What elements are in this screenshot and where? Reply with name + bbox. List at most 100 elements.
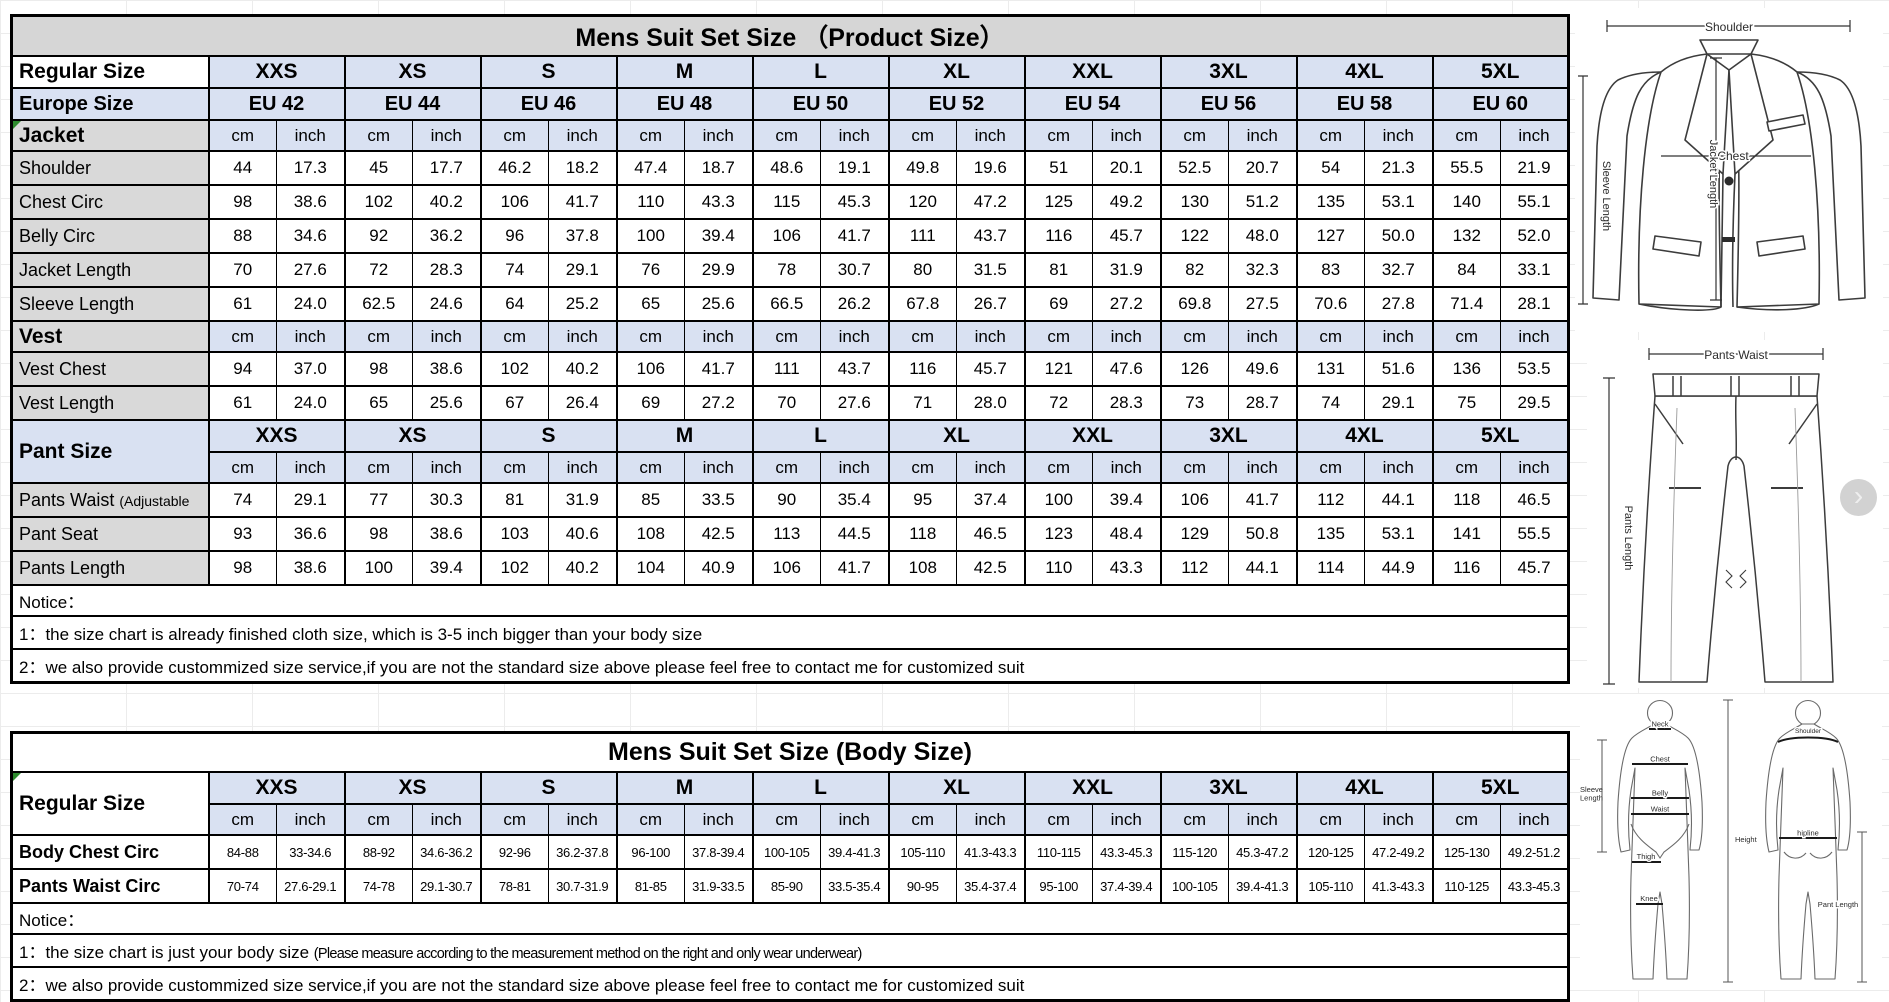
- cm-range-value: 92-96: [479, 834, 549, 870]
- cm-range-value: 85-90: [751, 868, 821, 904]
- inch-value: 26.7: [956, 286, 1025, 322]
- size-col-header: XXS: [207, 771, 345, 805]
- section-label: Vest: [11, 320, 209, 353]
- cm-value: 114: [1295, 550, 1365, 586]
- size-col-header: L: [751, 771, 889, 805]
- inch-value: 37.8: [548, 218, 617, 254]
- unit-cm-header: cm: [1023, 803, 1093, 836]
- inch-value: 33.5: [684, 482, 753, 518]
- cm-value: 108: [887, 550, 957, 586]
- cm-value: 110: [1023, 550, 1093, 586]
- inch-range-value: 36.2-37.8: [548, 834, 617, 870]
- inch-value: 38.6: [412, 351, 481, 387]
- inch-value: 25.6: [412, 385, 481, 421]
- cm-value: 111: [751, 351, 821, 387]
- cm-range-value: 84-88: [207, 834, 277, 870]
- inch-range-value: 45.3-47.2: [1228, 834, 1297, 870]
- body-waist-label: Waist: [1651, 805, 1670, 814]
- cm-value: 67: [479, 385, 549, 421]
- inch-value: 37.4: [956, 482, 1025, 518]
- unit-cm-header: cm: [479, 119, 549, 152]
- inch-value: 50.0: [1364, 218, 1433, 254]
- jacket-buttonhole: [1722, 237, 1735, 242]
- cm-value: 71: [887, 385, 957, 421]
- inch-value: 55.1: [1500, 184, 1569, 220]
- row-label: Pants Waist Circ: [11, 868, 209, 904]
- inch-range-value: 43.3-45.3: [1092, 834, 1161, 870]
- inch-value: 27.6: [276, 252, 345, 288]
- size-col-header: XL: [887, 771, 1025, 805]
- pants-knee-wrinkles: [1725, 569, 1747, 589]
- inch-value: 31.9: [1092, 252, 1161, 288]
- unit-inch-header: inch: [956, 451, 1025, 484]
- cm-value: 48.6: [751, 150, 821, 186]
- inch-value: 41.7: [1228, 482, 1297, 518]
- unit-cm-header: cm: [1431, 451, 1501, 484]
- regular-size-label: Regular Size: [11, 771, 209, 836]
- europe-size-cell: EU 50: [751, 87, 889, 121]
- inch-value: 38.6: [276, 550, 345, 586]
- pants-belt-loops: [1672, 376, 1800, 396]
- cm-value: 44: [207, 150, 277, 186]
- unit-cm-header: cm: [887, 119, 957, 152]
- size-col-header: 4XL: [1295, 55, 1433, 89]
- cm-value: 127: [1295, 218, 1365, 254]
- sleeve-length-measure-line: [1578, 75, 1588, 305]
- unit-cm-header: cm: [1295, 119, 1365, 152]
- row-label: Pants Waist (Adjustable: [11, 482, 209, 518]
- inch-value: 24.0: [276, 385, 345, 421]
- back-shoulder-line: [1777, 736, 1839, 743]
- cm-value: 69: [615, 385, 685, 421]
- pants-measurement-diagram: Pants Waist Pants Length: [1587, 340, 1883, 688]
- inch-value: 44.1: [1228, 550, 1297, 586]
- cm-value: 70: [751, 385, 821, 421]
- inch-value: 45.7: [1092, 218, 1161, 254]
- product-size-table: Mens Suit Set Size （Product Size） Regular…: [10, 14, 1570, 684]
- inch-value: 18.2: [548, 150, 617, 186]
- cm-value: 123: [1023, 516, 1093, 552]
- unit-inch-header: inch: [820, 451, 889, 484]
- unit-cm-header: cm: [343, 803, 413, 836]
- unit-cm-header: cm: [1431, 119, 1501, 152]
- unit-inch-header: inch: [1500, 119, 1569, 152]
- inch-value: 20.7: [1228, 150, 1297, 186]
- cm-value: 95: [887, 482, 957, 518]
- regular-size-label: Regular Size: [11, 55, 209, 89]
- cm-value: 65: [343, 385, 413, 421]
- front-figure-briefs: [1630, 823, 1690, 859]
- cm-value: 102: [479, 351, 549, 387]
- body-pant-length-label: Pant Length: [1818, 900, 1858, 909]
- size-col-header: 3XL: [1159, 419, 1297, 453]
- inch-value: 46.5: [956, 516, 1025, 552]
- body-size-grid: Mens Suit Set Size (Body Size) Regular Si…: [10, 731, 1570, 1002]
- inch-value: 33.1: [1500, 252, 1569, 288]
- unit-inch-header: inch: [276, 119, 345, 152]
- cm-value: 45: [343, 150, 413, 186]
- size-col-header: M: [615, 419, 753, 453]
- body-chest-label: Chest: [1650, 755, 1671, 764]
- carousel-next-button[interactable]: ›: [1840, 479, 1877, 516]
- cm-value: 110: [615, 184, 685, 220]
- body-measurement-diagram: Neck Chest Belly Waist Thigh Knee Should…: [1580, 694, 1882, 990]
- cm-value: 129: [1159, 516, 1229, 552]
- cm-value: 132: [1431, 218, 1501, 254]
- size-col-header: S: [479, 55, 617, 89]
- pant-length-line: [1857, 831, 1867, 983]
- unit-cm-header: cm: [1295, 320, 1365, 353]
- pants-waist-measure-line: [1648, 348, 1824, 360]
- pants-creases: [1670, 407, 1802, 683]
- cm-value: 116: [887, 351, 957, 387]
- cm-value: 90: [751, 482, 821, 518]
- inch-value: 38.6: [412, 516, 481, 552]
- unit-cm-header: cm: [343, 451, 413, 484]
- cm-value: 94: [207, 351, 277, 387]
- inch-value: 17.3: [276, 150, 345, 186]
- inch-value: 43.7: [956, 218, 1025, 254]
- unit-inch-header: inch: [548, 803, 617, 836]
- row-label: Belly Circ: [11, 218, 209, 254]
- inch-value: 46.5: [1500, 482, 1569, 518]
- cm-value: 112: [1159, 550, 1229, 586]
- size-col-header: 4XL: [1295, 419, 1433, 453]
- size-col-header: XXL: [1023, 55, 1161, 89]
- cm-value: 115: [751, 184, 821, 220]
